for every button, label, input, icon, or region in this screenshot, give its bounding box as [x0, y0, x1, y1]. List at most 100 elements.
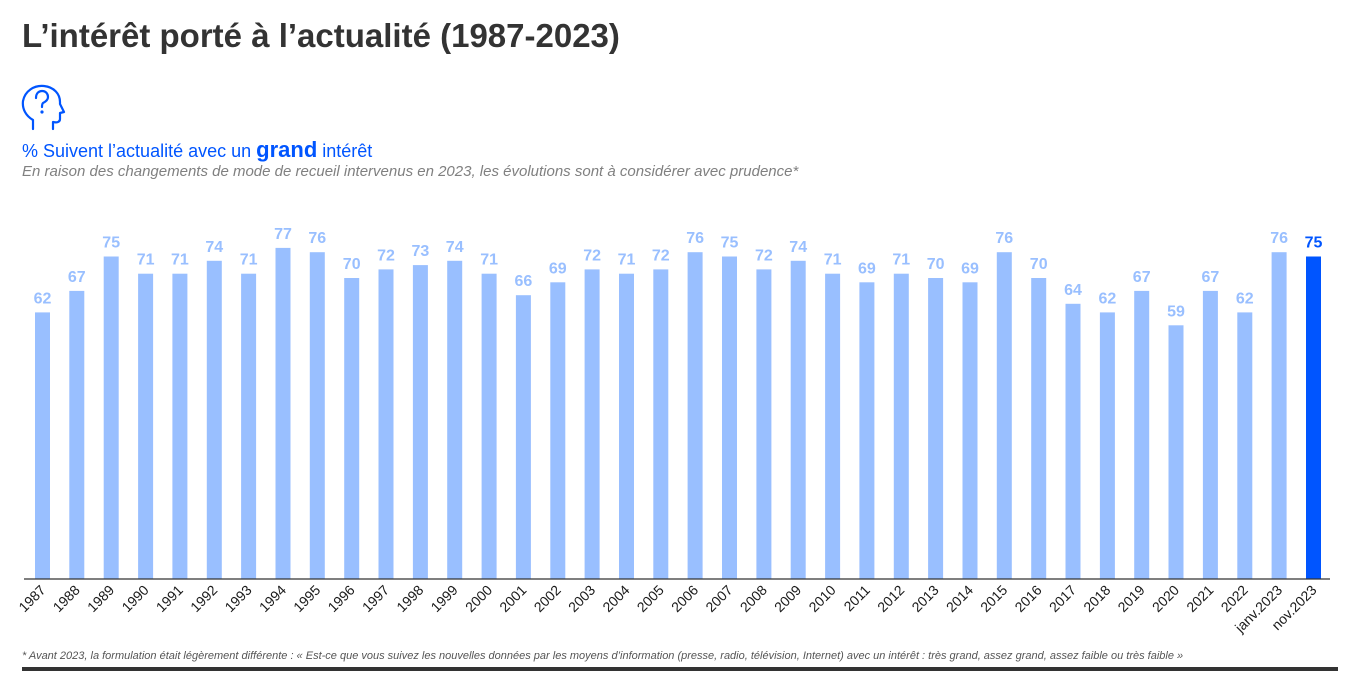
bar-2013	[928, 278, 944, 579]
value-label-1996: 70	[343, 256, 361, 273]
bar-1987	[35, 312, 50, 579]
x-tick-label-1995: 1995	[290, 582, 323, 615]
value-labels-group: 62 67 75 71 71 74 71 77 76 70 72 73 74 71 66 69 72 71 72 76…	[34, 226, 1323, 320]
bar-2008	[756, 269, 772, 579]
bar-2000	[481, 273, 497, 579]
value-label-1998: 73	[412, 243, 430, 260]
x-tick-labels-group: 1987 1988 1989 1990 1991 1992 1993 1994 1995 1996…	[15, 582, 1319, 636]
value-label-2002: 69	[549, 260, 567, 277]
value-label-1992: 74	[205, 239, 223, 256]
bar-1988	[69, 290, 85, 579]
value-label-2009: 74	[789, 239, 807, 256]
x-tick-label-2018: 2018	[1080, 582, 1113, 615]
x-tick-label-2021: 2021	[1183, 582, 1216, 615]
x-tick-label-2001: 2001	[496, 582, 529, 615]
x-tick-label-2014: 2014	[943, 582, 976, 615]
value-label-1999: 74	[446, 239, 464, 256]
bar-2005	[653, 269, 669, 579]
value-label-2003: 72	[583, 247, 601, 264]
x-tick-label-1998: 1998	[393, 582, 426, 615]
bar-nov.2023	[1306, 256, 1321, 579]
value-label-2017: 64	[1064, 282, 1082, 299]
x-tick-label-2003: 2003	[565, 582, 598, 615]
x-tick-label-1999: 1999	[427, 582, 460, 615]
x-tick-label-1991: 1991	[153, 582, 186, 615]
bar-2022	[1237, 312, 1253, 579]
bar-1999	[447, 260, 463, 579]
x-tick-label-2005: 2005	[634, 582, 667, 615]
value-label-2006: 76	[686, 230, 704, 247]
bar-2009	[790, 260, 806, 579]
value-label-2012: 71	[892, 252, 910, 269]
bar-2003	[584, 269, 600, 579]
value-label-1987: 62	[34, 290, 52, 307]
x-tick-label-2013: 2013	[908, 582, 941, 615]
bar-1996	[344, 278, 360, 579]
x-tick-label-2007: 2007	[702, 582, 735, 615]
bar-1998	[412, 265, 428, 579]
bottom-rule	[22, 667, 1338, 671]
bar-2006	[687, 252, 703, 579]
value-label-1995: 76	[308, 230, 326, 247]
bar-1994	[275, 247, 291, 579]
bar-2010	[825, 273, 841, 579]
x-tick-label-1990: 1990	[118, 582, 151, 615]
bar-2019	[1134, 290, 1150, 579]
x-tick-label-2016: 2016	[1011, 582, 1044, 615]
bar-2018	[1099, 312, 1115, 579]
x-tick-label-2010: 2010	[805, 582, 838, 615]
x-tick-label-1988: 1988	[50, 582, 83, 615]
bar-janv.2023	[1271, 252, 1287, 579]
bar-2007	[722, 256, 737, 579]
bar-2001	[515, 295, 531, 579]
subtitle-suffix: intérêt	[317, 141, 373, 161]
value-label-2019: 67	[1133, 269, 1151, 286]
value-label-1989: 75	[102, 235, 120, 252]
bar-1989	[103, 256, 119, 579]
x-tick-label-1994: 1994	[256, 582, 289, 615]
bar-1990	[138, 273, 154, 579]
bar-2021	[1202, 290, 1218, 579]
value-label-2011: 69	[858, 260, 876, 277]
value-label-2010: 71	[824, 252, 842, 269]
subtitle-prefix: % Suivent l’actualité avec un	[22, 141, 257, 161]
bar-1995	[309, 252, 325, 579]
bar-2011	[859, 282, 875, 579]
x-tick-label-2000: 2000	[462, 582, 495, 615]
head-question-icon	[20, 84, 66, 132]
x-tick-label-1987: 1987	[15, 582, 48, 615]
value-label-2016: 70	[1030, 256, 1048, 273]
x-tick-label-1992: 1992	[187, 582, 220, 615]
bar-1993	[241, 273, 257, 579]
x-tick-label-1993: 1993	[221, 582, 254, 615]
x-tick-label-1989: 1989	[84, 582, 117, 615]
value-label-2015: 76	[995, 230, 1013, 247]
value-label-1991: 71	[171, 252, 189, 269]
footnote: * Avant 2023, la formulation était légèr…	[22, 650, 1184, 662]
bar-2016	[1031, 278, 1047, 579]
value-label-1993: 71	[240, 252, 258, 269]
x-tick-label-2002: 2002	[531, 582, 564, 615]
bar-1997	[378, 269, 394, 579]
value-label-1997: 72	[377, 247, 395, 264]
bar-2017	[1065, 303, 1081, 579]
value-label-2004: 71	[618, 252, 636, 269]
x-tick-label-2017: 2017	[1046, 582, 1079, 615]
x-tick-label-2004: 2004	[599, 582, 632, 615]
value-label-2020: 59	[1167, 303, 1185, 320]
x-tick-label-2011: 2011	[840, 582, 873, 615]
caution-note: En raison des changements de mode de rec…	[22, 163, 799, 180]
value-label-janv.2023: 76	[1270, 230, 1288, 247]
page-title: L’intérêt porté à l’actualité (1987-2023…	[22, 17, 620, 54]
x-tick-label-2015: 2015	[977, 582, 1010, 615]
value-label-2013: 70	[927, 256, 945, 273]
x-tick-label-2006: 2006	[668, 582, 701, 615]
chart-subtitle: % Suivent l’actualité avec un grand inté…	[22, 137, 372, 163]
value-label-1990: 71	[137, 252, 155, 269]
value-label-1988: 67	[68, 269, 86, 286]
value-label-2000: 71	[480, 252, 498, 269]
bar-2020	[1168, 325, 1184, 579]
x-tick-label-1997: 1997	[359, 582, 392, 615]
bar-2014	[962, 282, 978, 579]
